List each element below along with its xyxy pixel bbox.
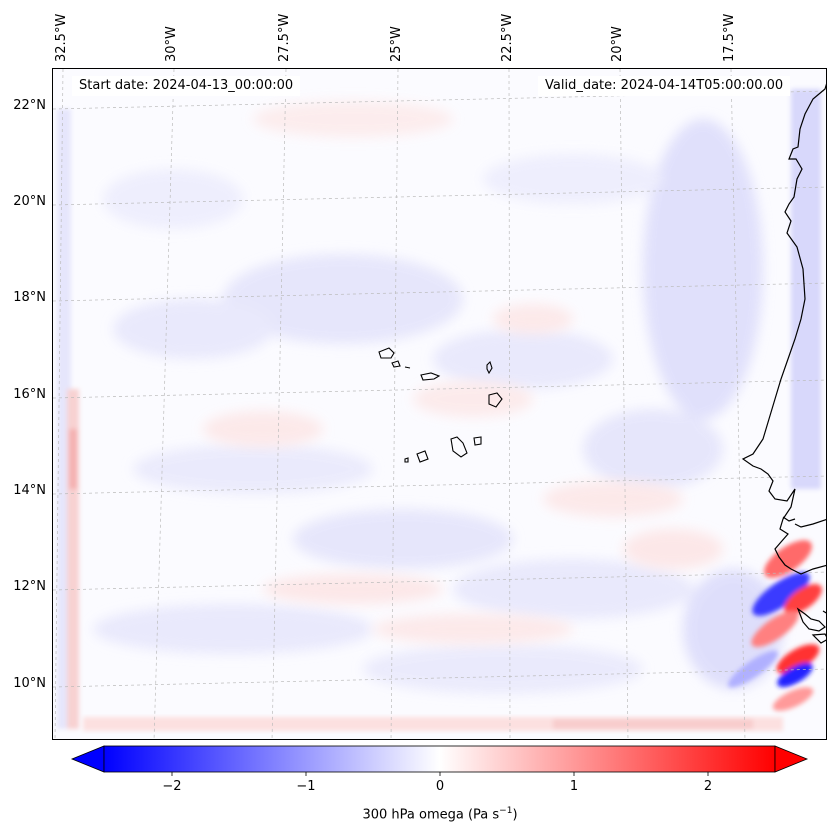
lon-label-27.5w: 27.5°W xyxy=(277,13,292,62)
lat-label-20n: 20°N xyxy=(13,194,46,209)
colorbar-tick-1: 1 xyxy=(569,779,579,794)
lon-label-17.5w: 17.5°W xyxy=(722,13,737,62)
omega-field xyxy=(53,69,826,739)
colorbar-tick-2: 2 xyxy=(703,779,713,794)
colorbar-tick-0: 0 xyxy=(435,779,445,794)
colorbar-label-unit-exponent: −1 xyxy=(499,806,513,816)
lat-label-16n: 16°N xyxy=(13,387,46,402)
lat-label-10n: 10°N xyxy=(13,676,46,691)
colorbar-label-close: ) xyxy=(512,807,518,823)
colorbar-tick-neg2: −2 xyxy=(162,779,182,794)
colorbar-label-text: 300 hPa omega (Pa s xyxy=(362,807,500,823)
african-coastline xyxy=(741,83,826,644)
lat-label-12n: 12°N xyxy=(13,579,46,594)
lon-label-25w: 25°W xyxy=(389,26,404,62)
start-date-label: Start date: 2024-04-13_00:00:00 xyxy=(72,76,301,96)
lat-label-18n: 18°N xyxy=(13,290,46,305)
lon-label-20w: 20°W xyxy=(610,26,625,62)
omega-map xyxy=(52,68,827,740)
colorbar-label: 300 hPa omega (Pa s−1) xyxy=(0,806,837,822)
colorbar xyxy=(70,745,809,776)
lon-label-32.5w: 32.5°W xyxy=(54,13,69,62)
lon-label-30w: 30°W xyxy=(164,26,179,62)
valid-date-label: Valid_date: 2024-04-14T05:00:00.00 xyxy=(538,76,791,96)
lat-label-14n: 14°N xyxy=(13,483,46,498)
lat-label-22n: 22°N xyxy=(13,98,46,113)
colorbar-tick-neg1: −1 xyxy=(296,779,316,794)
cape-verde-islands xyxy=(378,347,503,463)
lon-label-22.5w: 22.5°W xyxy=(500,13,515,62)
